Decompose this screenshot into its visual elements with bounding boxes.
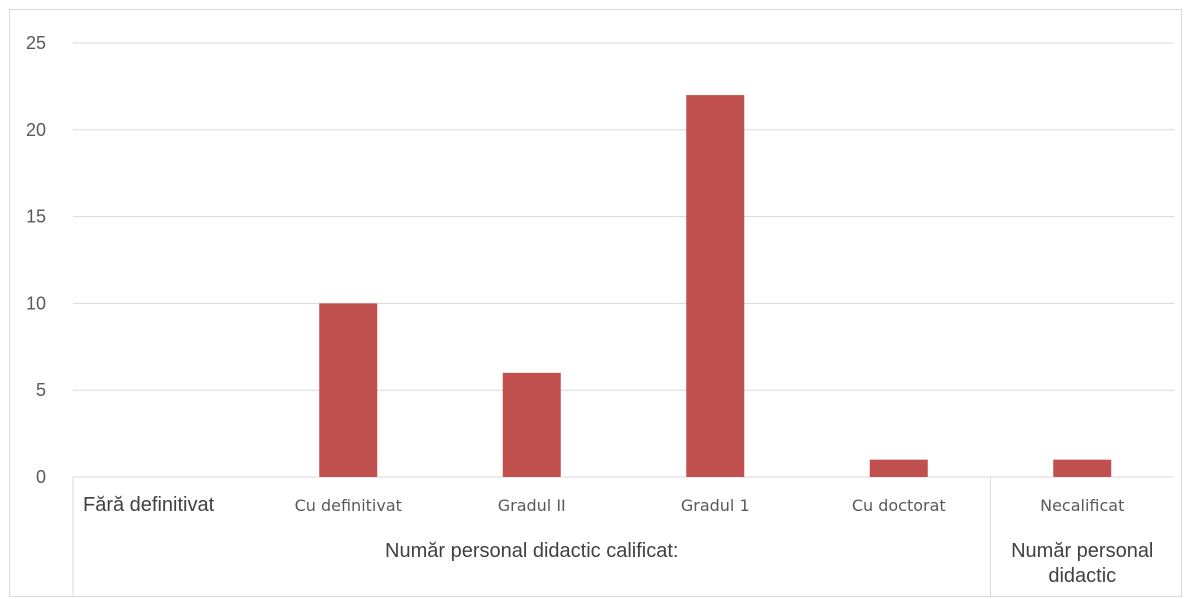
- y-axis-ticks: 0 5 10 15 20 25: [26, 33, 46, 487]
- bars: [319, 95, 1112, 477]
- y-tick-label: 20: [26, 120, 46, 140]
- group-label-line: didactic: [1048, 565, 1116, 587]
- y-tick-label: 15: [26, 207, 46, 227]
- category-label: Cu definitivat: [295, 496, 402, 515]
- category-label: Gradul II: [498, 496, 566, 515]
- bar: [686, 95, 745, 477]
- category-label: Necalificat: [1040, 496, 1124, 515]
- bar: [1053, 459, 1112, 477]
- gridlines: [73, 42, 1174, 478]
- bar: [502, 372, 561, 477]
- category-axis: Fără definitivat Cu definitivat Gradul II G…: [72, 477, 1153, 597]
- category-label: Cu doctorat: [852, 496, 946, 515]
- y-tick-label: 5: [36, 380, 46, 400]
- group-label: Număr personal didactic calificat:: [385, 540, 678, 562]
- chart-frame: [9, 9, 1182, 597]
- bar: [319, 303, 378, 477]
- category-label: Fără definitivat: [83, 494, 215, 516]
- y-tick-label: 25: [26, 33, 46, 53]
- y-tick-label: 0: [36, 467, 46, 487]
- bar: [869, 459, 928, 477]
- group-label-line: Număr personal: [1011, 540, 1153, 562]
- category-label: Gradul 1: [681, 496, 750, 515]
- y-tick-label: 10: [26, 293, 46, 313]
